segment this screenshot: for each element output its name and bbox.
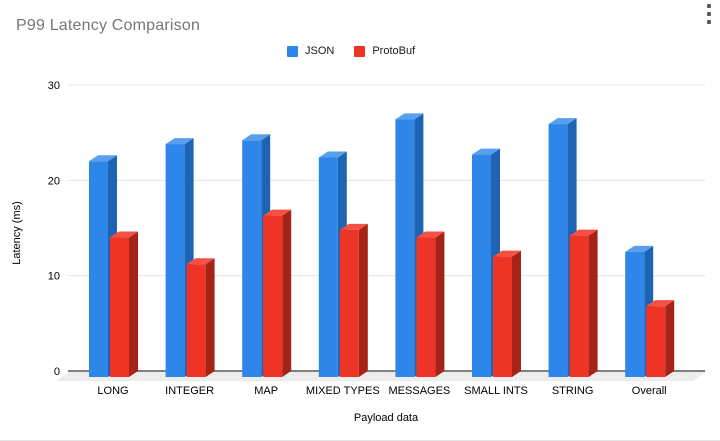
y-tick-label-10: 10 bbox=[48, 271, 60, 283]
json-series-swatch-icon bbox=[287, 45, 298, 57]
bar-protobuf-messages[interactable] bbox=[416, 231, 445, 377]
bar-protobuf-integer[interactable] bbox=[186, 258, 215, 377]
protobuf-series-swatch-icon bbox=[354, 45, 366, 57]
x-axis-title: Payload data bbox=[354, 412, 419, 424]
x-tick-label-overall: Overall bbox=[632, 385, 667, 397]
x-tick-label-small-ints: SMALL INTS bbox=[464, 385, 528, 397]
legend-label-protobuf: ProtoBuf bbox=[372, 45, 416, 57]
legend-item-json[interactable]: JSON bbox=[287, 45, 334, 57]
x-tick-label-string: STRING bbox=[552, 385, 594, 397]
x-tick-label-map: MAP bbox=[254, 385, 278, 397]
bar-protobuf-small-ints[interactable] bbox=[493, 250, 521, 377]
y-tick-label-0: 0 bbox=[54, 366, 60, 378]
legend-item-protobuf[interactable]: ProtoBuf bbox=[354, 45, 415, 57]
kebab-menu-icon[interactable] bbox=[702, 2, 716, 26]
legend-label-json: JSON bbox=[305, 45, 335, 57]
legend: JSON ProtoBuf bbox=[287, 45, 415, 57]
bar-protobuf-overall[interactable] bbox=[646, 300, 675, 377]
x-tick-label-messages: MESSAGES bbox=[389, 385, 451, 397]
y-tick-label-30: 30 bbox=[48, 80, 60, 92]
bar-protobuf-mixed-types[interactable] bbox=[339, 223, 368, 377]
chart-floor bbox=[56, 371, 707, 381]
bar-protobuf-map[interactable] bbox=[263, 209, 292, 377]
x-tick-label-integer: INTEGER bbox=[165, 385, 214, 397]
x-tick-label-mixed-types: MIXED TYPES bbox=[306, 385, 380, 397]
bar-protobuf-string[interactable] bbox=[569, 229, 598, 377]
bar-protobuf-long[interactable] bbox=[110, 231, 138, 377]
y-axis-title: Latency (ms) bbox=[11, 201, 23, 265]
y-tick-label-20: 20 bbox=[48, 175, 60, 187]
x-tick-label-long: LONG bbox=[97, 385, 128, 397]
chart-title: P99 Latency Comparison bbox=[16, 17, 201, 34]
